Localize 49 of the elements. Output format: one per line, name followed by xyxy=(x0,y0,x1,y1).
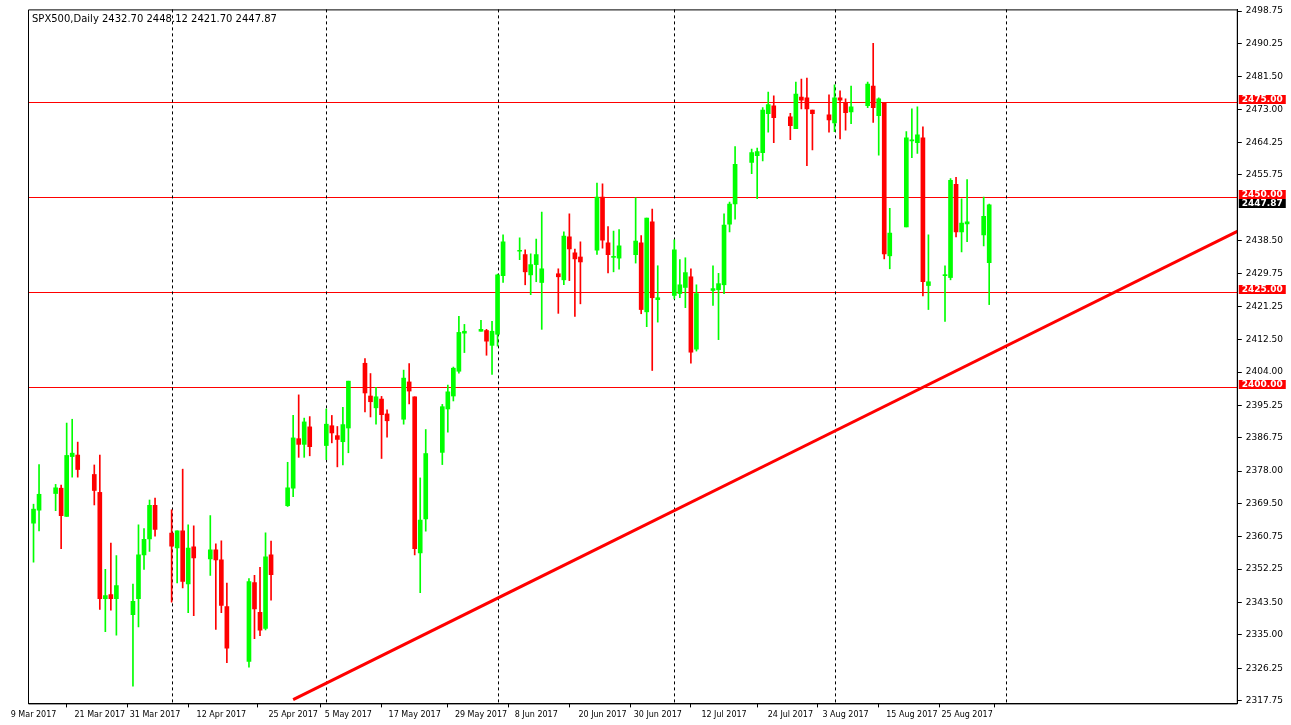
y-tick-label: 2455.75 xyxy=(1245,169,1283,180)
ref-line-label: 2425.00 xyxy=(1241,283,1283,294)
candlestick xyxy=(655,265,661,323)
y-tick-label: 2395.25 xyxy=(1245,399,1283,410)
candlestick xyxy=(478,319,484,332)
candlestick xyxy=(191,525,197,617)
text: 2447.87 xyxy=(1241,197,1283,208)
ref-line-label: 2400.00 xyxy=(1241,378,1283,389)
x-tick-label: 31 Mar 2017 xyxy=(129,710,181,720)
x-tick-label: 5 May 2017 xyxy=(324,710,372,720)
y-tick-label: 2343.50 xyxy=(1245,596,1284,607)
y-tick-label: 2317.75 xyxy=(1245,694,1283,705)
x-tick-label: 17 May 2017 xyxy=(388,710,441,720)
ref-line-label: 2475.00 xyxy=(1241,93,1283,104)
x-tick-label: 8 Jun 2017 xyxy=(514,710,558,720)
y-tick-label: 2481.50 xyxy=(1245,71,1284,82)
y-tick-label: 2335.00 xyxy=(1245,629,1284,640)
y-tick-label: 2326.25 xyxy=(1245,662,1283,673)
x-tick-label: 30 Jun 2017 xyxy=(633,710,682,720)
x-tick-label: 21 Mar 2017 xyxy=(74,710,126,720)
x-tick-label: 3 Aug 2017 xyxy=(822,710,869,720)
y-tick-label: 2473.00 xyxy=(1245,103,1284,114)
x-tick-label: 9 Mar 2017 xyxy=(10,710,57,720)
x-tick-label: 25 Apr 2017 xyxy=(268,710,318,720)
x-tick-label: 29 May 2017 xyxy=(454,710,508,720)
candlestick xyxy=(207,515,213,576)
ref-line-label: 2450.00 xyxy=(1241,188,1283,199)
x-tick-label: 12 Jul 2017 xyxy=(701,710,747,720)
x-tick-label: 20 Jun 2017 xyxy=(578,710,627,720)
y-tick-label: 2386.75 xyxy=(1245,432,1283,443)
y-tick-label: 2438.50 xyxy=(1245,234,1284,245)
x-tick-label: 24 Jul 2017 xyxy=(767,710,813,720)
y-tick-label: 2464.25 xyxy=(1245,136,1283,147)
y-tick-label: 2490.25 xyxy=(1245,37,1283,48)
candlestick xyxy=(539,211,545,330)
chart-title: SPX500,Daily 2432.70 2448.12 2421.70 2447.87 xyxy=(32,12,277,24)
y-tick-label: 2378.00 xyxy=(1245,465,1284,476)
y-tick-label: 2352.25 xyxy=(1245,563,1283,574)
y-tick-label: 2429.75 xyxy=(1245,268,1283,279)
y-tick-label: 2404.00 xyxy=(1245,366,1284,377)
y-tick-label: 2360.75 xyxy=(1245,531,1283,542)
y-tick-label: 2421.25 xyxy=(1245,300,1283,311)
y-tick-label: 2369.50 xyxy=(1245,497,1284,508)
candlestick xyxy=(296,394,302,458)
y-tick-label: 2412.50 xyxy=(1245,333,1284,344)
y-tick-label: 2498.75 xyxy=(1245,5,1283,16)
x-tick-label: 15 Aug 2017 xyxy=(886,710,938,720)
x-tick-label: 25 Aug 2017 xyxy=(941,710,993,720)
x-tick-label: 12 Apr 2017 xyxy=(196,710,247,720)
